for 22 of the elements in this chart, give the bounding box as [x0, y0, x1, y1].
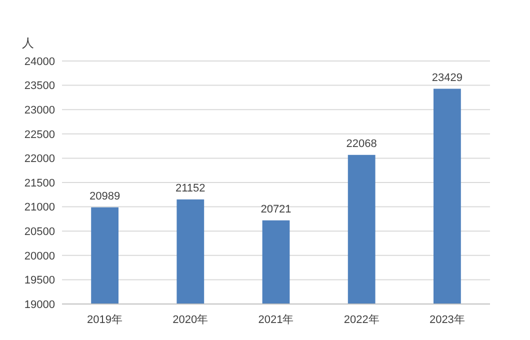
y-tick-label: 21000: [24, 202, 55, 214]
data-label: 20989: [90, 190, 120, 202]
data-label: 21152: [176, 182, 206, 194]
x-tick-label: 2020年: [172, 314, 208, 326]
y-tick-label: 19000: [24, 298, 55, 311]
x-tick-label: 2022年: [344, 314, 380, 326]
y-axis-title: 人: [22, 36, 34, 50]
y-tick-label: 19500: [24, 274, 55, 287]
y-tick-label: 24000: [24, 56, 55, 68]
y-tick-label: 22500: [24, 128, 55, 141]
x-tick-label: 2019年: [87, 314, 123, 326]
y-tick-label: 23000: [24, 104, 55, 116]
data-label: 22068: [346, 138, 377, 150]
y-tick-label: 20000: [24, 250, 55, 262]
y-tick-label: 20500: [24, 226, 55, 238]
data-label: 20721: [260, 203, 292, 216]
data-label: 23429: [432, 72, 462, 84]
y-tick-label: 21500: [24, 177, 55, 190]
y-tick-label: 22000: [24, 153, 55, 166]
y-tick-label: 23500: [24, 80, 55, 92]
x-tick-label: 2021年: [258, 314, 294, 326]
x-tick-label: 2023年: [429, 314, 465, 326]
